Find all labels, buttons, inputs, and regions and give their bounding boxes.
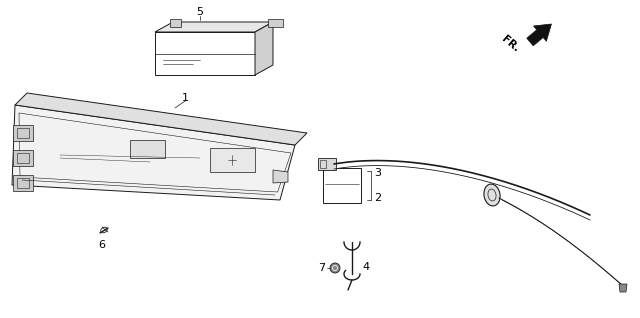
Polygon shape <box>318 158 336 170</box>
Text: 7: 7 <box>318 263 325 273</box>
Polygon shape <box>268 19 283 27</box>
Polygon shape <box>130 140 165 158</box>
Text: 5: 5 <box>196 7 204 17</box>
Text: 3: 3 <box>374 168 381 178</box>
Polygon shape <box>527 24 552 46</box>
Text: 6: 6 <box>99 240 106 250</box>
Circle shape <box>330 263 340 273</box>
Polygon shape <box>323 168 361 203</box>
Polygon shape <box>210 148 255 172</box>
Polygon shape <box>273 170 288 183</box>
Polygon shape <box>170 19 181 27</box>
Polygon shape <box>255 22 273 75</box>
Polygon shape <box>619 284 627 292</box>
Polygon shape <box>13 150 33 166</box>
Text: 4: 4 <box>362 262 369 272</box>
Text: 2: 2 <box>374 193 381 203</box>
Polygon shape <box>12 105 295 200</box>
Polygon shape <box>155 22 273 32</box>
Circle shape <box>145 144 155 154</box>
Text: FR.: FR. <box>500 34 521 54</box>
Polygon shape <box>13 125 33 141</box>
Polygon shape <box>15 93 307 145</box>
Polygon shape <box>155 32 255 75</box>
Text: 1: 1 <box>182 93 189 103</box>
Polygon shape <box>13 175 33 191</box>
Ellipse shape <box>484 184 500 206</box>
